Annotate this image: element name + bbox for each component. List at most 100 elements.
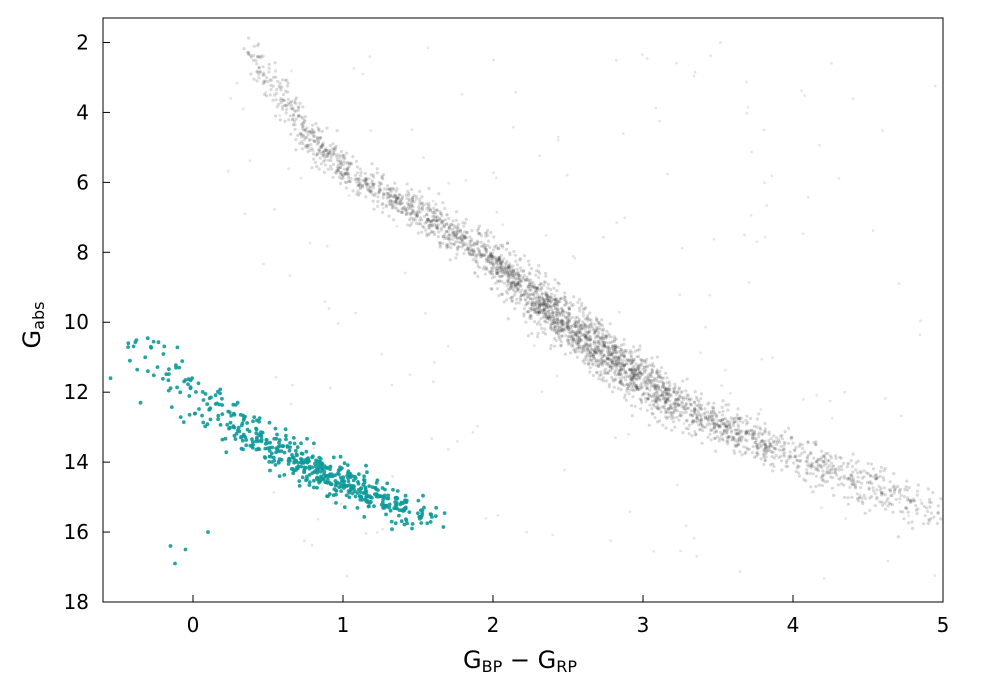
data-point (428, 219, 432, 223)
data-point (310, 543, 314, 547)
data-point (416, 498, 421, 503)
data-point (846, 496, 850, 500)
data-point (528, 272, 532, 276)
data-point (418, 197, 422, 201)
data-point (305, 135, 309, 139)
data-point (498, 255, 502, 259)
data-point (554, 320, 558, 324)
data-point (445, 243, 449, 247)
data-point (566, 327, 571, 332)
data-point (274, 114, 278, 118)
data-point (411, 208, 415, 213)
data-point (432, 214, 436, 219)
data-point (312, 157, 316, 161)
data-point (322, 150, 326, 154)
data-point (553, 294, 557, 298)
data-point (319, 136, 323, 140)
data-point (292, 441, 297, 446)
data-point (561, 322, 565, 326)
data-point (673, 425, 677, 429)
data-point (388, 203, 392, 207)
data-point (303, 115, 307, 119)
data-point (525, 302, 529, 306)
data-point (537, 310, 541, 314)
data-point (511, 269, 515, 274)
data-point (548, 296, 552, 300)
data-point (535, 292, 540, 296)
data-point (386, 496, 391, 501)
data-point (615, 362, 619, 366)
data-point (594, 360, 598, 364)
data-point (411, 218, 415, 222)
data-point (364, 463, 368, 468)
data-point (338, 481, 343, 486)
data-point (507, 269, 511, 273)
x-tick-label: 2 (487, 613, 500, 637)
data-point (500, 279, 504, 283)
data-point (928, 505, 932, 509)
data-point (588, 366, 592, 370)
data-point (347, 194, 351, 198)
data-point (809, 485, 813, 489)
data-point (475, 253, 479, 257)
data-point (448, 241, 452, 245)
data-point (298, 101, 302, 105)
data-point (524, 289, 528, 293)
data-point (595, 358, 599, 362)
data-point (433, 514, 438, 518)
data-point (288, 441, 292, 445)
data-point (552, 303, 556, 307)
data-point (837, 468, 841, 472)
data-point (740, 453, 744, 457)
data-point (625, 382, 629, 387)
data-point (616, 362, 620, 366)
data-point (259, 56, 263, 60)
data-point (544, 291, 548, 295)
data-point (422, 505, 426, 510)
data-point (398, 202, 402, 206)
data-point (301, 105, 305, 109)
data-point (513, 276, 517, 280)
data-point (391, 487, 395, 492)
data-point (493, 266, 497, 270)
data-point (627, 392, 631, 396)
data-point (337, 175, 341, 179)
data-point (342, 155, 346, 159)
data-point (580, 345, 584, 349)
data-point (340, 172, 344, 177)
data-point (456, 245, 460, 249)
data-point (584, 330, 588, 334)
data-point (492, 235, 496, 239)
data-point (466, 248, 470, 252)
data-point (554, 299, 558, 303)
data-point (845, 465, 849, 469)
data-point (654, 106, 658, 110)
data-point (553, 325, 557, 329)
data-point (421, 203, 426, 207)
data-point (216, 389, 220, 394)
data-point (875, 495, 879, 499)
data-point (312, 134, 317, 138)
data-point (461, 243, 465, 247)
data-point (594, 370, 599, 374)
data-point (617, 355, 621, 359)
data-point (544, 293, 548, 297)
data-point (431, 214, 435, 218)
data-point (565, 339, 570, 343)
data-point (661, 382, 665, 386)
data-point (233, 437, 238, 441)
data-point (724, 403, 728, 407)
data-point (553, 326, 558, 330)
data-point (484, 259, 488, 263)
data-point (495, 257, 499, 261)
data-point (560, 310, 565, 314)
data-point (436, 226, 440, 231)
data-point (850, 464, 855, 469)
data-point (560, 318, 564, 322)
data-point (823, 480, 827, 484)
data-point (484, 250, 488, 254)
data-point (862, 469, 866, 473)
data-point (545, 302, 550, 306)
data-point (476, 274, 480, 278)
data-point (545, 293, 550, 298)
